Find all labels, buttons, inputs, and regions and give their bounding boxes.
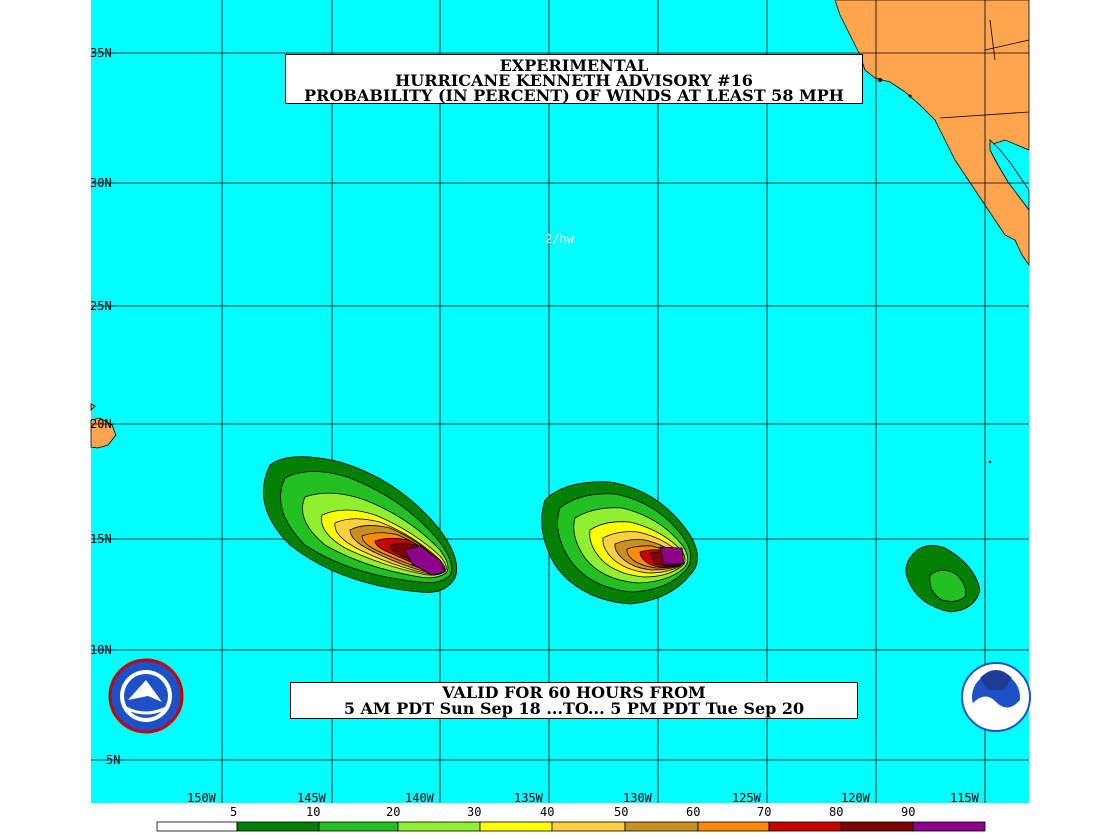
- border-line: [984, 39, 1030, 51]
- island: [988, 460, 992, 464]
- title-line-3: PROBABILITY (IN PERCENT) OF WINDS AT LEA…: [304, 86, 844, 105]
- lat-label: 30N: [90, 176, 112, 190]
- lon-label: 115W: [950, 791, 979, 805]
- legend-label: 60: [686, 805, 701, 819]
- island: [878, 78, 882, 82]
- nws-logo-icon: [108, 658, 184, 734]
- title-line-2: HURRICANE KENNETH ADVISORY #16: [395, 71, 753, 90]
- ocean: [91, 0, 1029, 803]
- legend-label: 90: [901, 805, 916, 819]
- lat-label: 25N: [90, 299, 112, 313]
- hawaii-land: [90, 417, 117, 449]
- grid: [91, 0, 1029, 803]
- gulf-of-california: [989, 139, 1030, 212]
- credit-text: 2/hw: [545, 232, 574, 246]
- legend-label: 20: [386, 805, 401, 819]
- legend-label: 10: [306, 805, 321, 819]
- hawaii-land: [90, 403, 96, 411]
- lat-label: 5N: [106, 753, 121, 767]
- legend-bar: [156, 821, 986, 832]
- legend-label: 50: [614, 805, 629, 819]
- lat-label: 20N: [90, 417, 112, 431]
- title-box: EXPERIMENTAL HURRICANE KENNETH ADVISORY …: [285, 54, 863, 104]
- probability-contours-center: [541, 481, 698, 605]
- island: [908, 94, 912, 98]
- legend-label: 80: [829, 805, 844, 819]
- probability-contours-east: [905, 545, 981, 613]
- probability-contours-west: [263, 456, 458, 593]
- lon-label: 145W: [297, 791, 326, 805]
- lon-label: 130W: [623, 791, 652, 805]
- title-line-1: EXPERIMENTAL: [499, 56, 649, 75]
- border-line: [939, 111, 1030, 119]
- legend-label: 70: [757, 805, 772, 819]
- noaa-logo-icon: [961, 662, 1031, 732]
- legend-label: 40: [540, 805, 555, 819]
- lat-label: 35N: [90, 46, 112, 60]
- valid-line-1: VALID FOR 60 HOURS FROM: [442, 683, 706, 702]
- legend-label: 5: [230, 805, 238, 819]
- lat-label: 10N: [90, 643, 112, 657]
- valid-period-box: VALID FOR 60 HOURS FROM 5 AM PDT Sun Sep…: [290, 682, 858, 719]
- lon-label: 120W: [841, 791, 870, 805]
- lat-label: 15N: [90, 532, 112, 546]
- lon-label: 150W: [187, 791, 216, 805]
- lon-label: 135W: [514, 791, 543, 805]
- legend-label: 30: [467, 805, 482, 819]
- lon-label: 140W: [405, 791, 434, 805]
- valid-line-2: 5 AM PDT Sun Sep 18 ...TO... 5 PM PDT Tu…: [343, 699, 805, 718]
- lon-label: 125W: [732, 791, 761, 805]
